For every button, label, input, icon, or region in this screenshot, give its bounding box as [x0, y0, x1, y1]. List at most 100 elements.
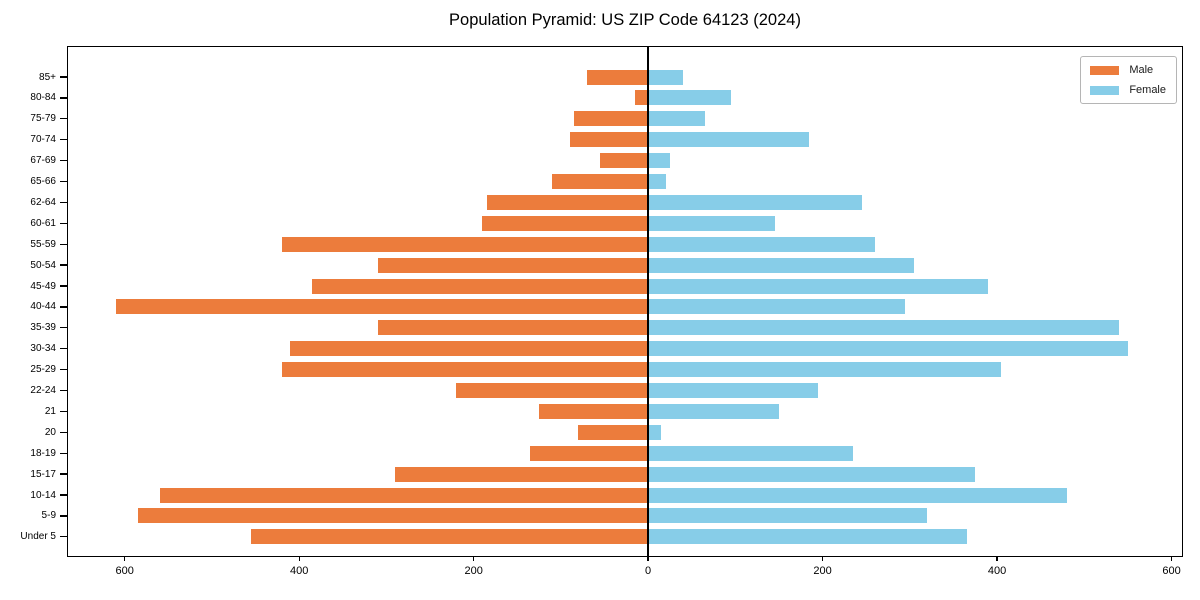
- legend-label-male: Male: [1129, 64, 1154, 76]
- ytick-mark-5-9: [59, 515, 67, 517]
- xtick-mark-400-1: [298, 556, 300, 561]
- plot-area: 85+ 80-84 75-79 70-74 67-69 65-66 62-64 60-61 55…: [20, 46, 1183, 577]
- ytick-label-67-69: 67-69: [30, 155, 56, 167]
- xtick-label-400-1: 400: [289, 565, 309, 577]
- ytick-mark-18-19: [59, 452, 67, 454]
- ytick-mark-21: [59, 410, 67, 413]
- ytick-label-65-66: 65-66: [30, 176, 56, 187]
- ytick-label-30-34: 30-34: [30, 343, 56, 355]
- bar-male-70-74: [569, 132, 649, 148]
- bar-female-21: [648, 403, 779, 419]
- bar-male-30-34: [290, 341, 649, 357]
- bar-male-67-69: [600, 153, 649, 169]
- bar-female-67-69: [648, 153, 670, 169]
- ytick-mark-67-69: [59, 159, 67, 162]
- ytick-label-62-64: 62-64: [30, 196, 56, 208]
- ytick-label-Under 5: Under 5: [20, 531, 56, 543]
- bar-female-65-66: [648, 174, 666, 189]
- ytick-label-10-14: 10-14: [30, 489, 56, 501]
- bar-male-5-9: [137, 508, 649, 524]
- ytick-mark-85+: [59, 76, 67, 78]
- ytick-label-35-39: 35-39: [30, 322, 56, 334]
- bar-female-18-19: [648, 445, 854, 461]
- ytick-label-50-54: 50-54: [30, 259, 56, 271]
- bar-male-75-79: [573, 111, 649, 127]
- ytick-label-5-9: 5-9: [41, 510, 56, 522]
- bar-male-55-59: [281, 236, 649, 252]
- xtick-mark-200-2: [472, 556, 475, 561]
- bar-female-5-9: [648, 508, 928, 524]
- ytick-label-60-61: 60-61: [30, 217, 56, 229]
- ytick-mark-55-59: [59, 243, 67, 245]
- bar-male-62-64: [486, 194, 649, 210]
- bar-male-25-29: [281, 362, 649, 378]
- bar-male-15-17: [395, 466, 649, 482]
- ytick-mark-60-61: [59, 222, 67, 224]
- bar-male-35-39: [377, 320, 649, 336]
- bar-male-50-54: [377, 257, 649, 273]
- legend: Male Female: [1080, 56, 1177, 104]
- bar-female-30-34: [648, 341, 1128, 357]
- female-color-swatch: [1090, 85, 1120, 95]
- ytick-mark-45-49: [59, 285, 67, 287]
- bar-male-40-44: [115, 299, 649, 315]
- ytick-label-15-17: 15-17: [30, 468, 56, 480]
- xtick-mark-0-3: [647, 556, 649, 561]
- bar-female-35-39: [648, 320, 1120, 336]
- bar-male-18-19: [530, 445, 649, 461]
- ytick-mark-35-39: [59, 327, 67, 329]
- ytick-mark-22-24: [59, 389, 67, 392]
- ytick-mark-80-84: [59, 97, 67, 99]
- ytick-mark-40-44: [59, 306, 67, 308]
- bar-male-10-14: [159, 487, 649, 503]
- bar-female-70-74: [648, 132, 810, 148]
- xtick-label-600-0: 600: [115, 565, 134, 577]
- ytick-label-70-74: 70-74: [30, 134, 56, 146]
- chart-title: Population Pyramid: US ZIP Code 64123 (2…: [449, 11, 801, 29]
- xtick-label-600-6: 600: [1162, 565, 1181, 577]
- ytick-mark-20: [59, 431, 67, 433]
- xtick-label-200-2: 200: [464, 565, 483, 577]
- bar-male-Under 5: [251, 529, 649, 545]
- bar-female-15-17: [648, 466, 976, 482]
- zero-axis-line: [647, 47, 649, 556]
- bar-female-40-44: [648, 299, 906, 315]
- bar-female-80-84: [648, 90, 731, 106]
- bar-male-80-84: [635, 90, 649, 106]
- ytick-mark-15-17: [59, 473, 67, 475]
- xtick-label-0-3: 0: [645, 565, 652, 577]
- bar-female-55-59: [648, 236, 875, 252]
- ytick-mark-75-79: [59, 118, 67, 120]
- bar-female-20: [648, 424, 662, 440]
- bar-female-45-49: [648, 278, 989, 294]
- male-color-swatch: [1090, 65, 1120, 75]
- ytick-mark-Under 5: [59, 536, 67, 538]
- xtick-label-400-5: 400: [987, 565, 1007, 577]
- ytick-mark-70-74: [59, 139, 67, 141]
- bar-male-20: [578, 424, 649, 440]
- ytick-mark-62-64: [59, 201, 67, 204]
- legend-label-female: Female: [1129, 84, 1166, 96]
- ytick-mark-30-34: [59, 348, 67, 350]
- ytick-label-75-79: 75-79: [30, 113, 56, 125]
- ytick-mark-25-29: [59, 368, 67, 371]
- bar-male-22-24: [456, 383, 649, 398]
- xtick-mark-400-5: [996, 556, 998, 561]
- ytick-label-80-84: 80-84: [30, 92, 56, 104]
- bar-female-62-64: [648, 194, 862, 210]
- bar-female-22-24: [648, 383, 819, 398]
- ytick-label-40-44: 40-44: [30, 301, 56, 313]
- bar-female-75-79: [648, 111, 705, 127]
- ytick-label-21: 21: [44, 405, 56, 417]
- bar-female-50-54: [648, 257, 915, 273]
- bar-female-60-61: [648, 215, 775, 231]
- ytick-label-20: 20: [44, 426, 56, 438]
- bar-male-65-66: [552, 174, 649, 189]
- bar-female-25-29: [648, 362, 1002, 378]
- legend-item-male: Male: [1090, 64, 1166, 76]
- ytick-mark-50-54: [59, 264, 67, 266]
- ytick-label-25-29: 25-29: [30, 364, 56, 376]
- bar-male-21: [539, 403, 649, 419]
- bar-female-85+: [648, 69, 683, 85]
